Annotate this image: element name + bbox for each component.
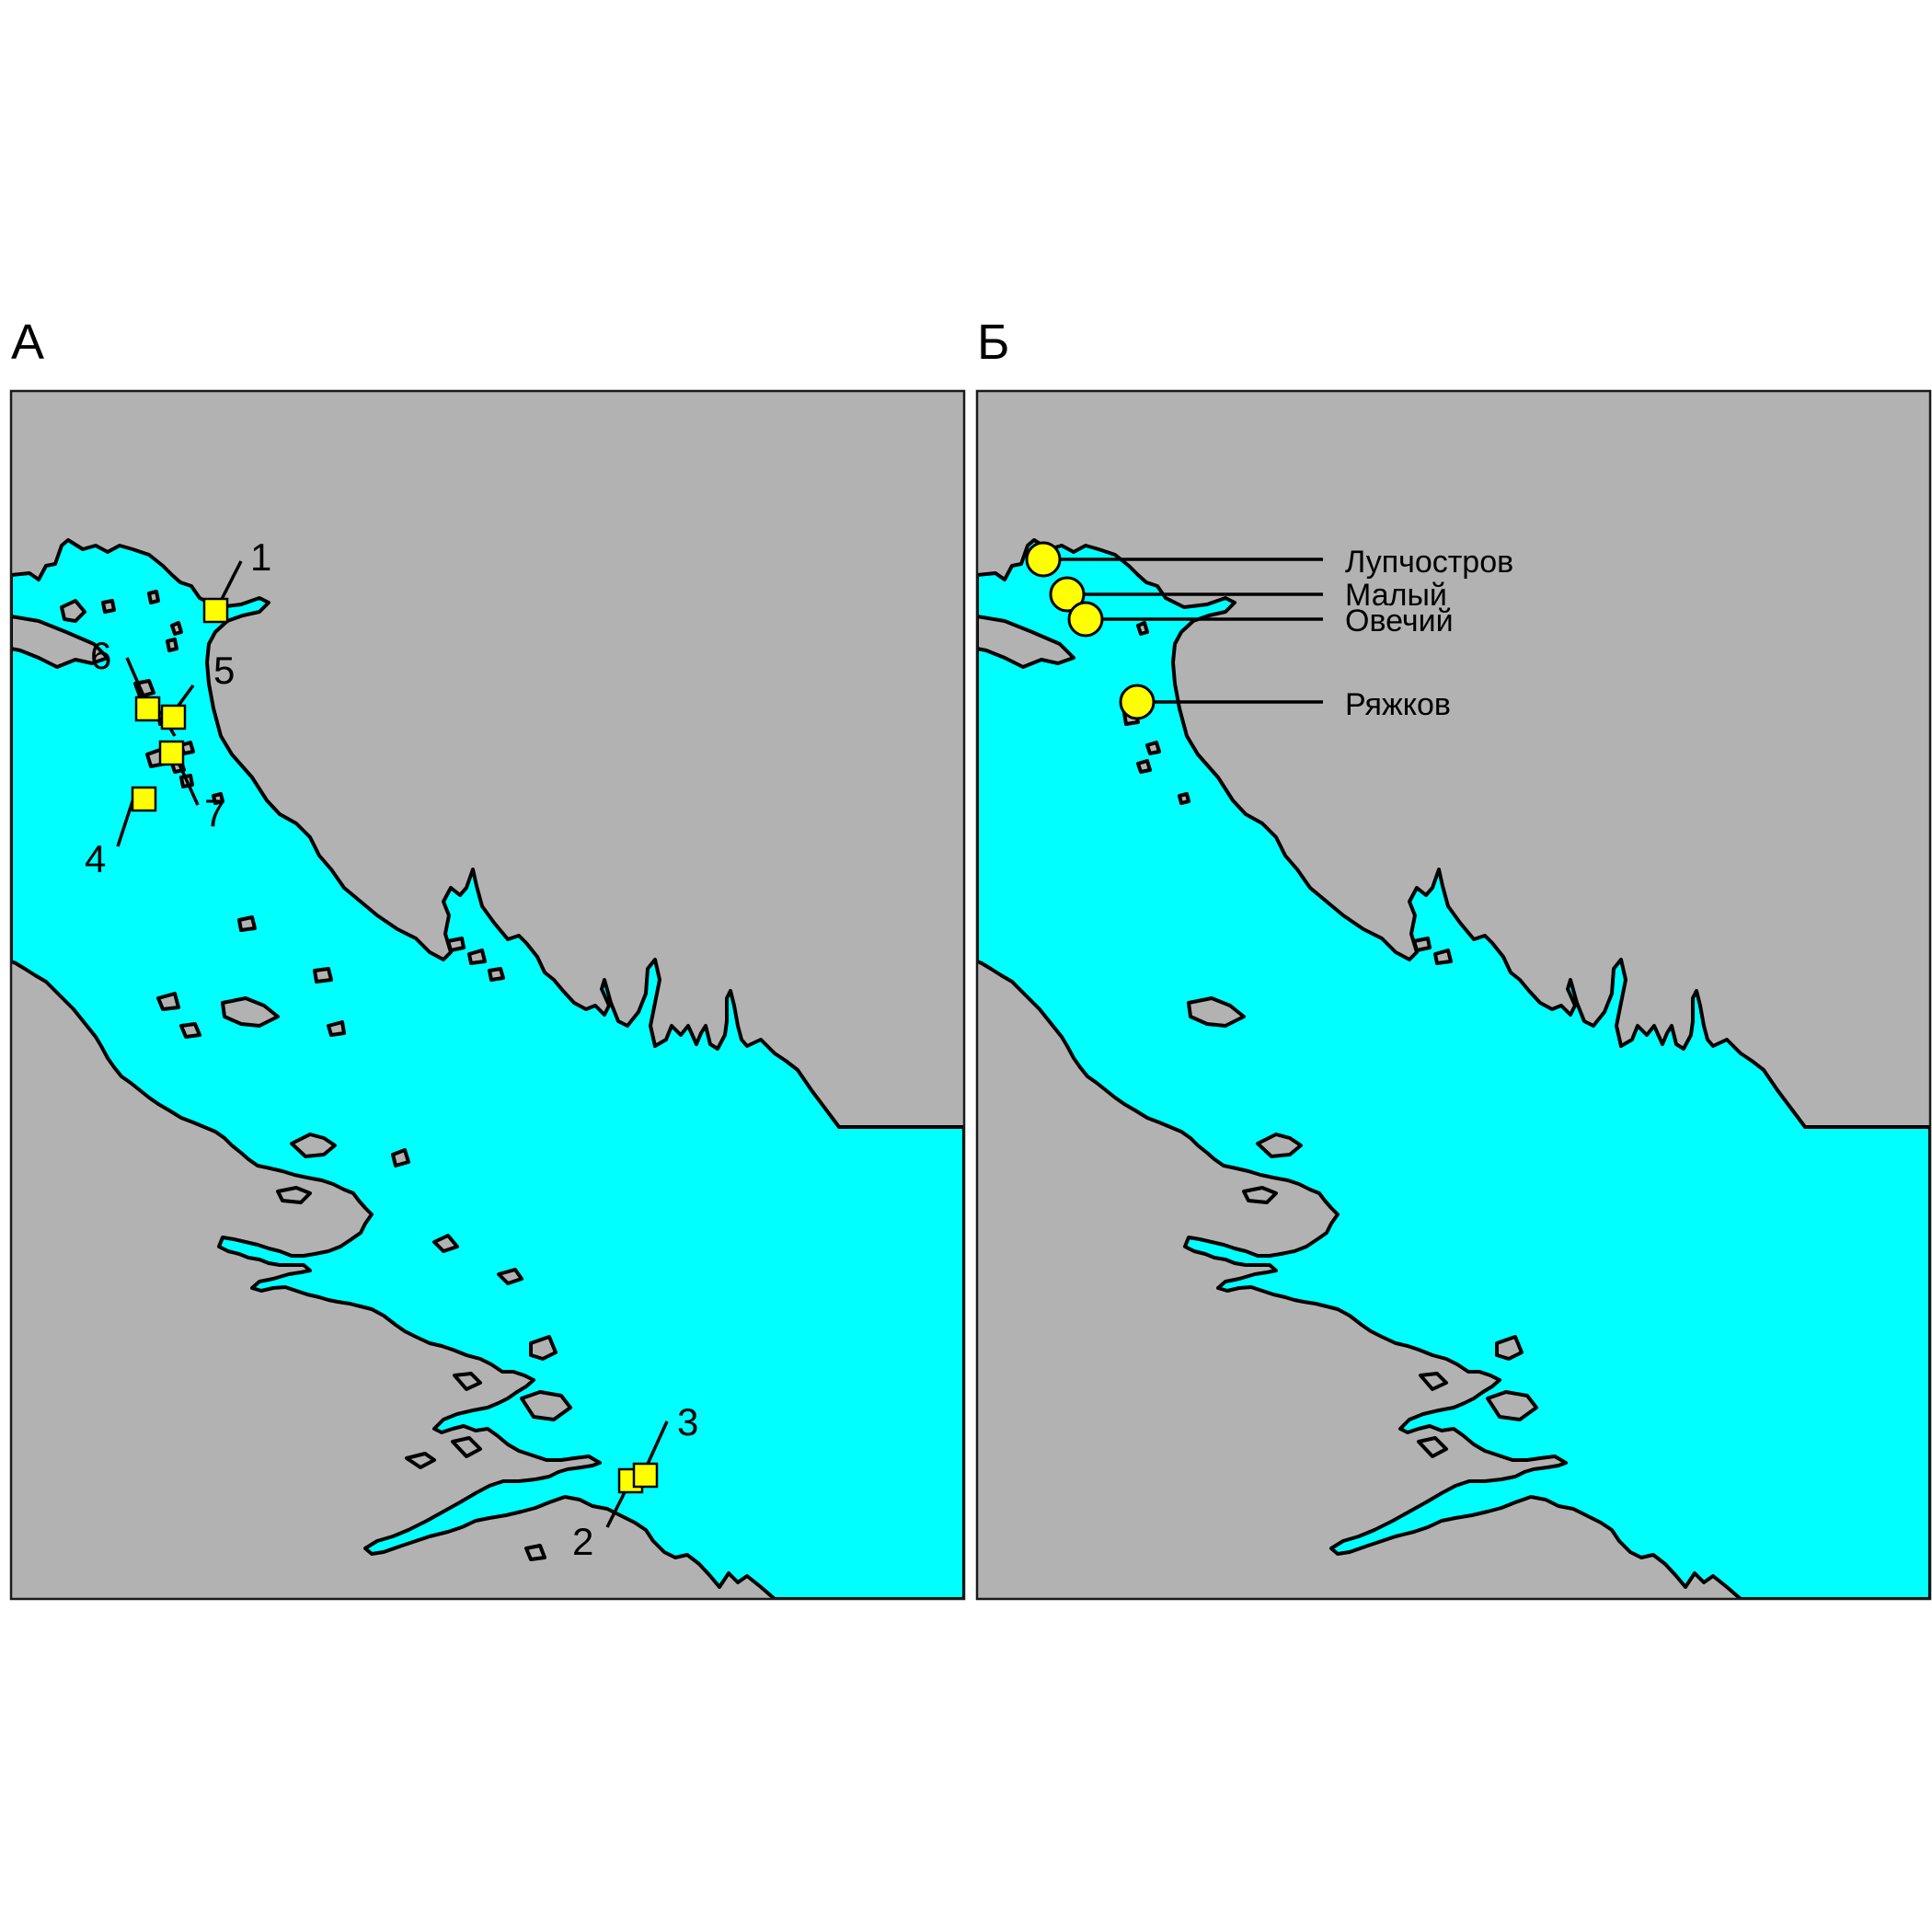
site-label-4: 4 xyxy=(85,837,106,880)
island xyxy=(101,599,116,614)
island xyxy=(166,638,178,652)
island xyxy=(524,1544,546,1561)
island xyxy=(1145,741,1161,755)
site-marker-6 xyxy=(134,696,161,722)
island xyxy=(60,599,86,623)
island xyxy=(1417,1436,1448,1458)
island xyxy=(432,1234,459,1253)
island xyxy=(391,1148,410,1167)
island xyxy=(488,967,505,982)
island xyxy=(497,1268,523,1285)
island xyxy=(327,1020,346,1037)
island xyxy=(405,1452,436,1469)
site-label-2: 2 xyxy=(572,1520,593,1563)
island xyxy=(1136,621,1149,636)
site-label-1: 1 xyxy=(250,535,271,579)
site-marker-malyi xyxy=(1049,576,1086,613)
site-marker-3 xyxy=(632,1462,659,1489)
island xyxy=(453,1372,482,1391)
island xyxy=(1178,792,1190,805)
panel-a-map: 1 6 5 7 4 3 2 xyxy=(9,389,966,1601)
island xyxy=(520,1390,572,1421)
island xyxy=(147,590,160,604)
island xyxy=(451,1436,482,1458)
site-label-ovechiy: Овечий xyxy=(1345,604,1454,638)
site-label-3: 3 xyxy=(677,1400,698,1443)
island xyxy=(1419,1372,1448,1391)
site-label-malyi: Малый xyxy=(1345,578,1447,613)
island xyxy=(156,992,180,1011)
site-marker-7 xyxy=(158,740,185,766)
site-marker-ovechiy xyxy=(1067,601,1104,638)
island xyxy=(467,949,487,965)
panel-a-label: А xyxy=(11,315,45,370)
site-marker-4 xyxy=(131,786,157,812)
site-label-7: 7 xyxy=(204,791,225,834)
site-marker-1 xyxy=(202,597,229,624)
panel-b-map: Лупчостров Малый Овечий Ряжков xyxy=(975,389,1932,1601)
island xyxy=(529,1335,558,1361)
panel-a-frame xyxy=(9,389,966,1601)
island xyxy=(1242,1186,1278,1204)
site-marker-lupchostrov xyxy=(1025,541,1062,578)
island xyxy=(1256,1133,1303,1158)
island xyxy=(1486,1390,1538,1421)
island xyxy=(276,1186,312,1204)
site-label-5: 5 xyxy=(213,649,235,692)
site-label-ryazhkov: Ряжков xyxy=(1345,687,1451,722)
island xyxy=(446,937,466,952)
island xyxy=(1412,937,1432,952)
island xyxy=(977,615,1075,669)
panel-b-label: Б xyxy=(977,315,1010,370)
site-marker-5 xyxy=(160,704,187,730)
island xyxy=(170,621,183,636)
island xyxy=(1495,1335,1524,1361)
site-label-6: 6 xyxy=(90,634,111,677)
island xyxy=(212,792,224,805)
island xyxy=(221,996,280,1028)
panel-b-frame xyxy=(975,389,1932,1601)
island xyxy=(1136,759,1152,774)
island xyxy=(313,967,333,983)
site-marker-ryazhkov xyxy=(1119,684,1156,720)
island xyxy=(11,615,109,669)
island xyxy=(1433,949,1453,965)
island xyxy=(179,1022,201,1039)
island xyxy=(290,1133,337,1158)
island xyxy=(237,915,257,932)
site-label-lupchostrov: Лупчостров xyxy=(1345,545,1513,580)
island xyxy=(1187,996,1246,1028)
